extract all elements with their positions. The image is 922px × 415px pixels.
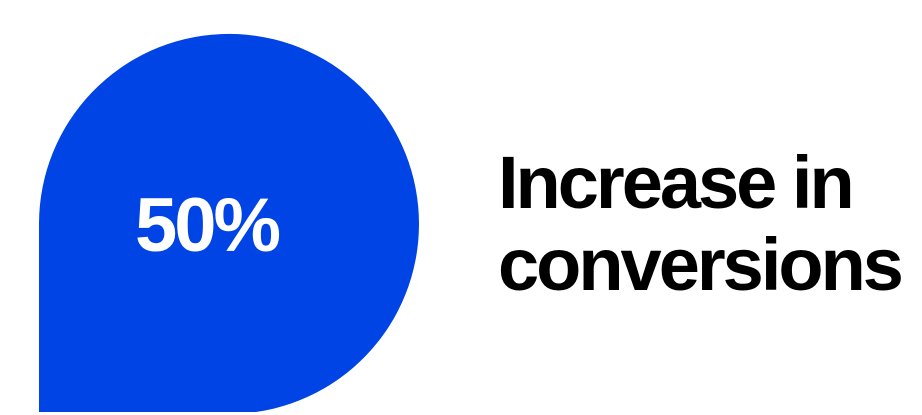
- headline-line-2: conversions: [498, 223, 904, 306]
- stat-headline: Increase in conversions: [498, 142, 918, 306]
- stat-value: 50%: [135, 183, 281, 268]
- stat-shape-svg: [39, 33, 419, 412]
- stat-shape-path: [39, 33, 419, 412]
- headline-line-1: Increase in: [498, 141, 855, 224]
- stat-shape: [39, 31, 446, 412]
